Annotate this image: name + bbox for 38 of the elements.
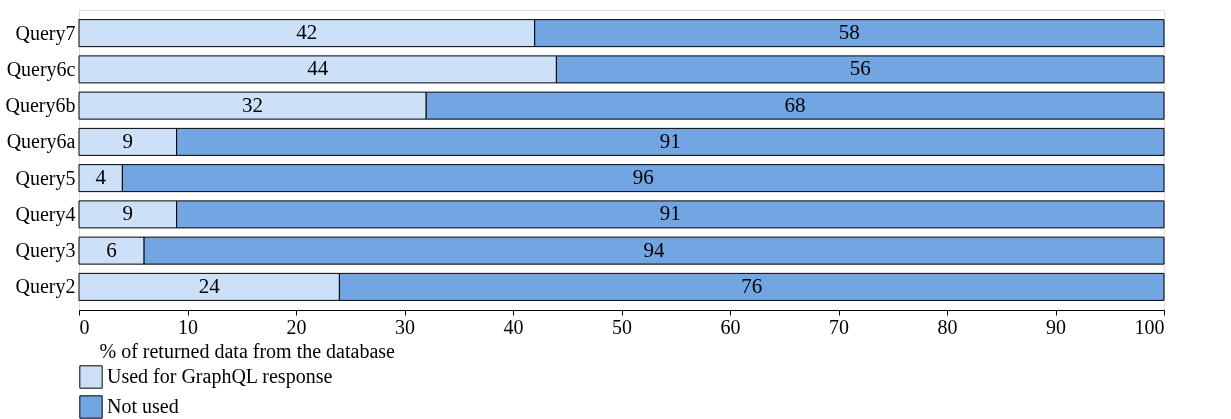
x-tick-label: 0 <box>79 315 90 338</box>
data-label: 24 <box>198 273 221 298</box>
y-tick-label: Query4 <box>15 202 76 226</box>
legend-label: Used for GraphQL response <box>107 365 333 388</box>
y-tick-label: Query6b <box>5 94 76 118</box>
x-tick-label: 60 <box>720 315 741 338</box>
x-tick-label: 20 <box>286 315 307 338</box>
x-tick-label: 50 <box>612 315 632 338</box>
x-axis-title: % of returned data from the database <box>99 339 396 362</box>
y-tick-label: Query3 <box>15 239 76 263</box>
data-label: 32 <box>242 92 264 117</box>
data-label: 96 <box>632 165 654 190</box>
data-label: 91 <box>659 128 681 153</box>
data-label: 58 <box>838 20 860 45</box>
data-label: 44 <box>307 56 329 81</box>
data-label: 6 <box>106 237 117 262</box>
y-tick-label: Query7 <box>15 21 76 45</box>
x-tick-label: 40 <box>503 315 524 338</box>
y-tick-label: Query5 <box>15 166 76 190</box>
y-tick-label: Query6c <box>6 57 76 81</box>
x-tick-label: 70 <box>829 315 849 338</box>
data-label: 56 <box>849 56 871 81</box>
data-label: 91 <box>659 201 681 226</box>
data-label: 9 <box>122 201 134 226</box>
x-tick-label: 90 <box>1046 315 1066 338</box>
data-label: 76 <box>741 273 763 298</box>
data-label: 94 <box>643 237 666 262</box>
data-label: 9 <box>122 128 134 153</box>
x-tick-label: 80 <box>937 315 958 338</box>
x-tick-label: 30 <box>395 315 415 338</box>
y-tick-label: Query6a <box>6 130 76 154</box>
x-tick-label: 100 <box>1134 315 1165 338</box>
data-label: 68 <box>784 92 806 117</box>
y-tick-label: Query2 <box>15 275 76 299</box>
data-label: 4 <box>95 165 107 190</box>
legend-label: Not used <box>107 395 179 417</box>
data-label: 42 <box>296 20 318 45</box>
x-tick-label: 10 <box>178 315 198 338</box>
